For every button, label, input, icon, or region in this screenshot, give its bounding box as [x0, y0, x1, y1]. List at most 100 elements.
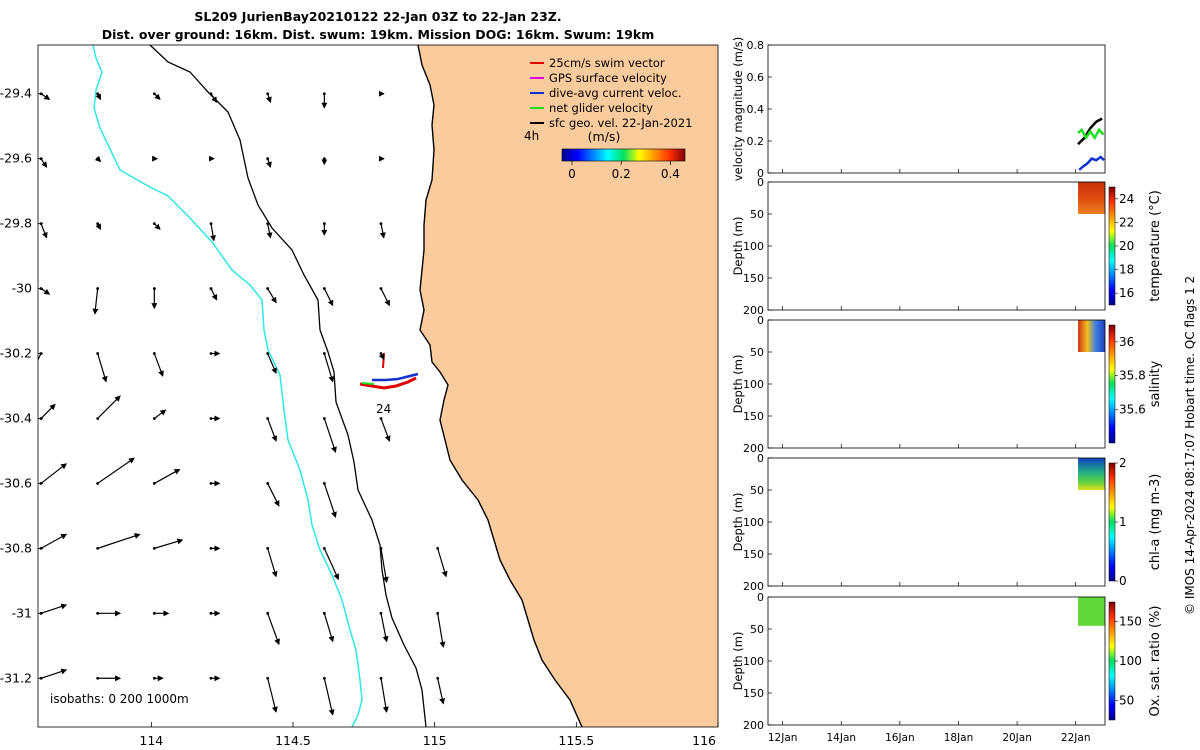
geo-velocity-arrow	[380, 418, 391, 442]
panel-colorbar-tick-label: 100	[1119, 654, 1142, 668]
panel-ytick-label: 150	[743, 410, 764, 423]
geo-velocity-arrow	[267, 613, 280, 646]
legend-entry: 25cm/s swim vector	[549, 56, 665, 70]
velocity-series-line	[1077, 117, 1103, 146]
panel-ytick-label: 0	[757, 314, 764, 327]
section-heatmap	[1078, 597, 1105, 626]
panel-colorbar-label: chl-a (mg m-3)	[1148, 474, 1163, 571]
velocity-series-line	[1077, 127, 1105, 141]
geo-velocity-arrow	[40, 158, 48, 168]
map-xtick-label: 115	[423, 733, 447, 748]
geo-velocity-arrow	[40, 463, 67, 484]
panel-colorbar-label: salinity	[1148, 360, 1163, 407]
colorbar-tick-label: 0.4	[661, 167, 680, 181]
geo-velocity-arrow	[210, 223, 216, 242]
credit-text: © IMOS 14-Apr-2024 08:17:07 Hobart time.…	[1183, 275, 1197, 615]
panel-colorbar-tick-label: 50	[1119, 693, 1134, 707]
section-heatmap	[1078, 320, 1105, 352]
geo-velocity-arrow	[95, 93, 102, 101]
geo-velocity-arrow	[323, 483, 337, 518]
isobath-1000m	[92, 45, 363, 727]
panel-ytick-label: 150	[743, 687, 764, 700]
panel-xtick-label: 18Jan	[944, 732, 974, 744]
geo-velocity-arrow	[266, 223, 273, 239]
geo-velocity-arrow	[267, 678, 278, 713]
geo-velocity-arrow	[154, 468, 181, 484]
panel-frame	[767, 319, 1106, 449]
panel-ytick-label: 0	[757, 176, 764, 189]
map-ytick-label: -30.2	[0, 346, 32, 361]
panel-colorbar-tick-label: 2	[1119, 456, 1127, 470]
geo-velocity-arrow	[97, 533, 141, 549]
geo-velocity-arrow	[437, 678, 446, 705]
velocity-series-line	[1078, 155, 1105, 171]
map-ytick-label: -31.2	[0, 670, 32, 685]
geo-velocity-arrow	[437, 548, 448, 578]
panel-colorbar-tick-label: 24	[1119, 192, 1134, 206]
panel-colorbar	[1108, 462, 1116, 582]
isobath-200m	[149, 45, 427, 727]
geo-velocity-arrow	[40, 603, 68, 614]
geo-velocity-arrow	[40, 93, 51, 100]
geo-velocity-arrow	[153, 223, 161, 230]
geo-velocity-arrow	[40, 223, 48, 239]
geo-velocity-arrow	[154, 538, 184, 549]
panel-frame	[767, 596, 1106, 726]
panel-ylabel: Depth (m)	[731, 217, 745, 276]
geo-velocity-arrow	[266, 158, 272, 169]
geo-velocity-arrow	[267, 288, 277, 304]
panel-colorbar	[1108, 601, 1116, 721]
geo-velocity-arrow	[437, 613, 446, 648]
geo-velocity-arrow	[323, 288, 334, 307]
map-xtick-label: 114	[139, 733, 163, 748]
isobath-label: isobaths: 0 200 1000m	[50, 692, 189, 706]
map-frame	[37, 44, 719, 728]
colorbar-units: (m/s)	[588, 129, 621, 144]
panel-ytick-label: 100	[743, 516, 764, 529]
legend-entry: dive-avg current veloc.	[549, 86, 682, 100]
panel-ytick-label: 0.4	[747, 103, 765, 116]
map-ytick-label: -29.4	[0, 86, 32, 101]
geo-velocity-arrow	[94, 155, 102, 163]
panel-ytick-label: 100	[743, 378, 764, 391]
geo-velocity-arrow	[267, 353, 277, 375]
geo-velocity-arrow	[266, 93, 272, 104]
panel-colorbar-tick-label: 35.6	[1119, 402, 1146, 416]
panel-colorbar-tick-label: 1	[1119, 515, 1127, 529]
glider-track-spike	[382, 352, 385, 369]
glider-track-swim	[359, 376, 417, 390]
panel-ylabel: Depth (m)	[731, 355, 745, 414]
panel-ytick-label: 200	[743, 580, 764, 593]
glider-track-dive-avg	[372, 372, 419, 382]
panel-ytick-label: 200	[743, 304, 764, 317]
colorbar-tick-label: 0.2	[612, 167, 631, 181]
panel-colorbar-tick-label: 35.8	[1119, 369, 1146, 383]
chart-title-line1: SL209 JurienBay20210122 22-Jan 03Z to 22…	[194, 9, 562, 24]
geo-velocity-arrow	[210, 288, 218, 301]
time-marker-label: 4h	[524, 129, 539, 143]
map-xtick-label: 114.5	[275, 733, 311, 748]
map-ytick-label: -30.4	[0, 410, 32, 425]
panel-xtick-label: 14Jan	[826, 732, 856, 744]
panel-ylabel: Depth (m)	[731, 632, 745, 691]
geo-velocity-arrow	[95, 223, 102, 231]
geo-velocity-arrow	[323, 353, 335, 383]
map-ytick-label: -30.6	[0, 475, 32, 490]
panel-ytick-label: 50	[750, 484, 764, 497]
geo-velocity-arrow	[323, 678, 335, 716]
geo-velocity-arrow	[40, 668, 68, 679]
geo-velocity-arrow	[267, 483, 280, 507]
geo-velocity-arrow	[323, 418, 337, 454]
panel-xtick-label: 20Jan	[1002, 732, 1032, 744]
panel-ytick-label: 0	[757, 591, 764, 604]
panel-xtick-label: 22Jan	[1061, 732, 1091, 744]
geo-velocity-arrow	[380, 288, 390, 307]
map-ytick-label: -29.6	[0, 151, 32, 166]
geo-velocity-arrow	[40, 403, 56, 419]
panel-colorbar-tick-label: 16	[1119, 286, 1134, 300]
isobath-0m	[417, 45, 583, 727]
panel-ytick-label: 50	[750, 346, 764, 359]
map-ytick-label: -30.8	[0, 540, 32, 555]
geo-velocity-arrow	[97, 353, 108, 383]
